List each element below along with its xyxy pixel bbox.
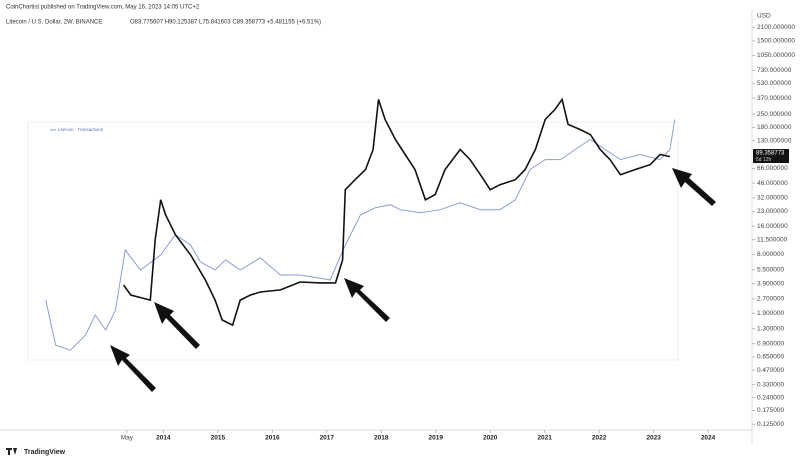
currency: USD	[757, 13, 771, 20]
y-tick-label: 250.000000	[757, 111, 792, 118]
x-tick-label: 2017	[320, 435, 335, 442]
price-tag	[753, 149, 789, 164]
y-tick-label: 530.000000	[757, 80, 792, 87]
x-tick-label: 2019	[428, 435, 443, 442]
arrow	[672, 168, 716, 206]
y-tick-label: 2100.000000	[757, 24, 795, 31]
legend-label: Litecoin - Transactions	[58, 127, 104, 132]
series-line	[122, 97, 671, 327]
x-tick-label: 2021	[537, 435, 552, 442]
publisher: CoinChartist published on TradingView.co…	[6, 5, 200, 11]
y-tick-label: 370.000000	[757, 95, 792, 102]
logo-icon	[6, 448, 17, 455]
y-tick-label: 66.000000	[757, 165, 788, 172]
y-tick-label: 3.900000	[757, 281, 784, 288]
arrow	[110, 345, 156, 392]
y-tick-label: 8.000000	[757, 251, 784, 258]
y-tick-label: 1.900000	[757, 310, 784, 317]
arrow	[344, 278, 390, 322]
y-tick-label: 2.700000	[757, 296, 784, 303]
x-tick-label: 2016	[265, 435, 280, 442]
x-tick-label: 2020	[483, 435, 498, 442]
x-tick-label: 2014	[156, 435, 171, 442]
y-tick-label: 0.330000	[757, 381, 784, 388]
y-tick-label: 0.470000	[757, 367, 784, 374]
y-tick-label: 1500.000000	[757, 38, 795, 45]
ohlc: O83.775607 H90.125387 L75.841603 C89.358…	[130, 20, 321, 26]
x-tick-label: May	[121, 435, 134, 442]
y-tick-label: 23.000000	[757, 208, 788, 215]
y-tick-label: 46.000000	[757, 180, 788, 187]
y-tick-label: 5.500000	[757, 267, 784, 274]
y-tick-label: 0.125000	[757, 421, 784, 428]
x-tick-label: 2024	[701, 435, 716, 442]
y-tick-label: 16.000000	[757, 223, 788, 230]
y-tick-label: 130.000000	[757, 137, 792, 144]
x-tick-label: 2023	[646, 435, 661, 442]
y-tick-label: 0.650000	[757, 354, 784, 361]
y-tick-label: 0.240000	[757, 394, 784, 401]
y-tick-label: 1050.000000	[757, 52, 795, 59]
symbol: Litecoin / U.S. Dollar, 2W, BINANCE	[6, 20, 102, 26]
series-line	[45, 119, 676, 351]
countdown: 5d 12h	[756, 157, 772, 163]
y-tick-label: 1.300000	[757, 325, 784, 332]
x-tick-label: 2015	[211, 435, 226, 442]
price-label: 89.358773	[756, 151, 785, 157]
y-tick-label: 0.900000	[757, 340, 784, 347]
footer-logo: TradingView	[24, 449, 66, 456]
arrow	[154, 302, 200, 349]
x-tick-label: 2018	[374, 435, 389, 442]
x-tick-label: 2022	[592, 435, 607, 442]
y-tick-label: 730.000000	[757, 67, 792, 74]
y-tick-label: 0.175000	[757, 407, 784, 414]
y-tick-label: 32.000000	[757, 195, 788, 202]
y-tick-label: 11.500000	[757, 236, 788, 243]
y-tick-label: 180.000000	[757, 124, 792, 131]
inner-frame	[27, 121, 679, 361]
